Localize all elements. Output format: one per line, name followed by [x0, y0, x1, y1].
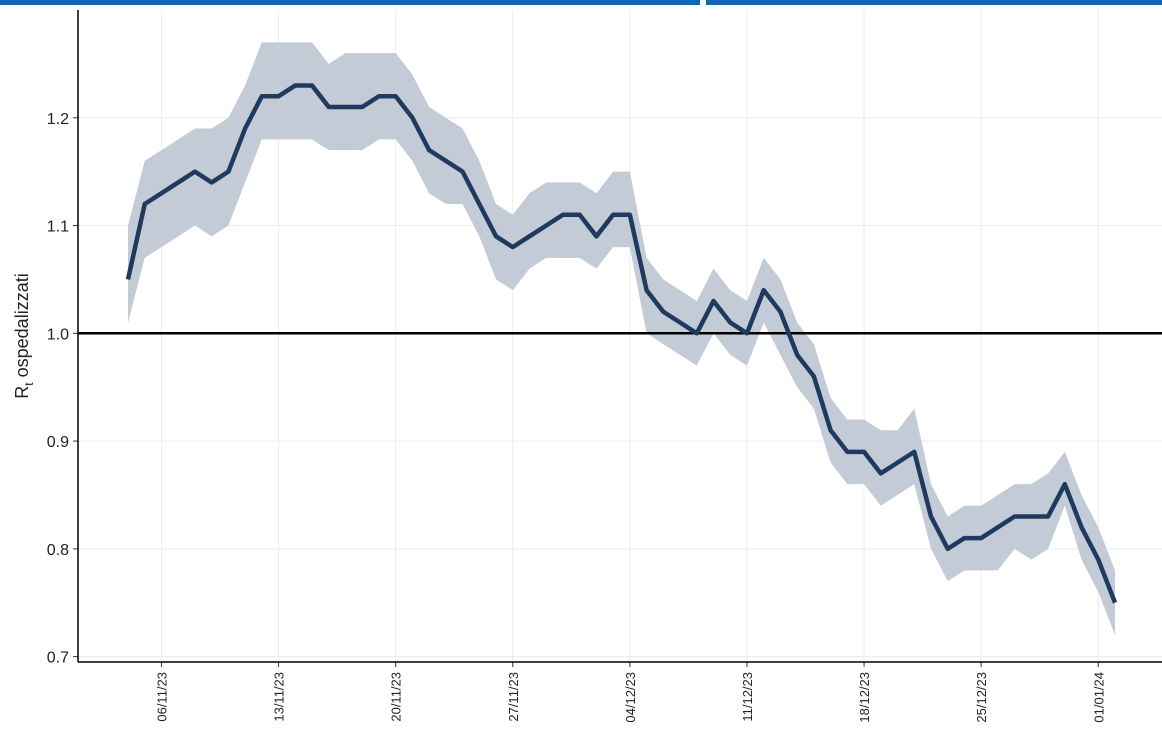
y-label-rest: ospedalizzati: [12, 273, 32, 377]
y-axis-label: Rt ospedalizzati: [12, 273, 36, 398]
x-tick-label: 27/11/23: [506, 672, 521, 722]
confidence-band: [128, 42, 1115, 636]
y-tick-label: 0.9: [47, 434, 69, 451]
y-label-main: R: [12, 386, 32, 399]
top-bar: [706, 0, 1162, 5]
top-bar: [0, 0, 700, 5]
x-tick-label: 06/11/23: [154, 672, 169, 722]
x-tick-label: 13/11/23: [272, 672, 287, 722]
x-tick-label: 11/12/23: [740, 672, 755, 722]
rt-line: [125, 83, 1118, 604]
y-tick-label: 1.1: [47, 219, 69, 236]
x-tick-label: 04/12/23: [623, 672, 638, 723]
y-label-sub: t: [22, 382, 36, 386]
x-tick-label: 18/12/23: [857, 672, 872, 723]
x-tick-label: 20/11/23: [389, 672, 404, 722]
y-tick-label: 0.7: [47, 650, 69, 667]
x-tick-label: 25/12/23: [974, 672, 989, 723]
x-tick-label: 01/01/24: [1091, 672, 1106, 723]
y-tick-label: 0.8: [47, 542, 69, 559]
y-tick-label: 1.2: [47, 111, 69, 128]
y-tick-label: 1.0: [47, 326, 69, 343]
